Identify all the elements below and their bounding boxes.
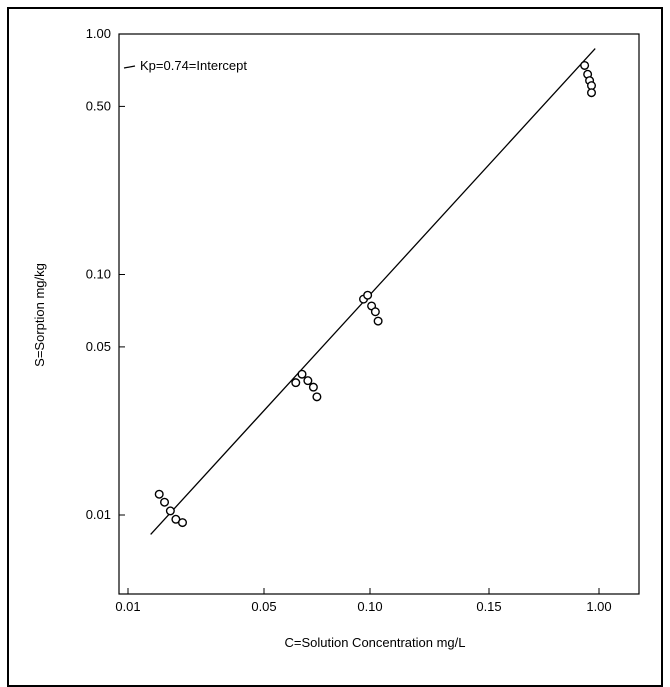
data-point xyxy=(160,497,170,507)
x-axis-label: C=Solution Concentration mg/L xyxy=(284,635,465,650)
data-point xyxy=(308,382,318,392)
y-tick-label: 1.00 xyxy=(86,26,111,41)
data-point xyxy=(297,369,307,379)
y-axis: 1.00 0.50 0.10 0.05 0.01 xyxy=(86,26,125,522)
data-point xyxy=(177,518,187,528)
data-point xyxy=(587,88,597,98)
fit-line xyxy=(150,48,596,535)
intercept-annotation: Kp=0.74=Intercept xyxy=(140,58,247,73)
x-tick-label: 0.15 xyxy=(476,599,501,614)
x-tick-label: 0.10 xyxy=(357,599,382,614)
x-tick-label: 0.05 xyxy=(251,599,276,614)
x-axis: 0.01 0.05 0.10 0.15 1.00 xyxy=(115,588,612,614)
y-tick-label: 0.50 xyxy=(86,98,111,113)
data-point xyxy=(291,378,301,388)
x-tick-label: 0.01 xyxy=(115,599,140,614)
data-point xyxy=(165,506,175,516)
data-point xyxy=(312,392,322,402)
data-point xyxy=(154,489,164,499)
data-point xyxy=(363,290,373,300)
data-point xyxy=(370,307,380,317)
data-point xyxy=(303,376,313,386)
x-tick-label: 1.00 xyxy=(586,599,611,614)
data-point xyxy=(373,316,383,326)
y-tick-label: 0.10 xyxy=(86,267,111,282)
data-points xyxy=(154,60,597,528)
sorption-chart: 1.00 0.50 0.10 0.05 0.01 0.01 0.05 0.10 0.15 1.0… xyxy=(32,26,640,650)
annotation-marker xyxy=(123,65,136,69)
plot-area xyxy=(118,33,640,595)
y-tick-label: 0.05 xyxy=(86,339,111,354)
data-point xyxy=(580,60,590,70)
y-tick-label: 0.01 xyxy=(86,507,111,522)
y-axis-label: S=Sorption mg/kg xyxy=(32,263,47,367)
